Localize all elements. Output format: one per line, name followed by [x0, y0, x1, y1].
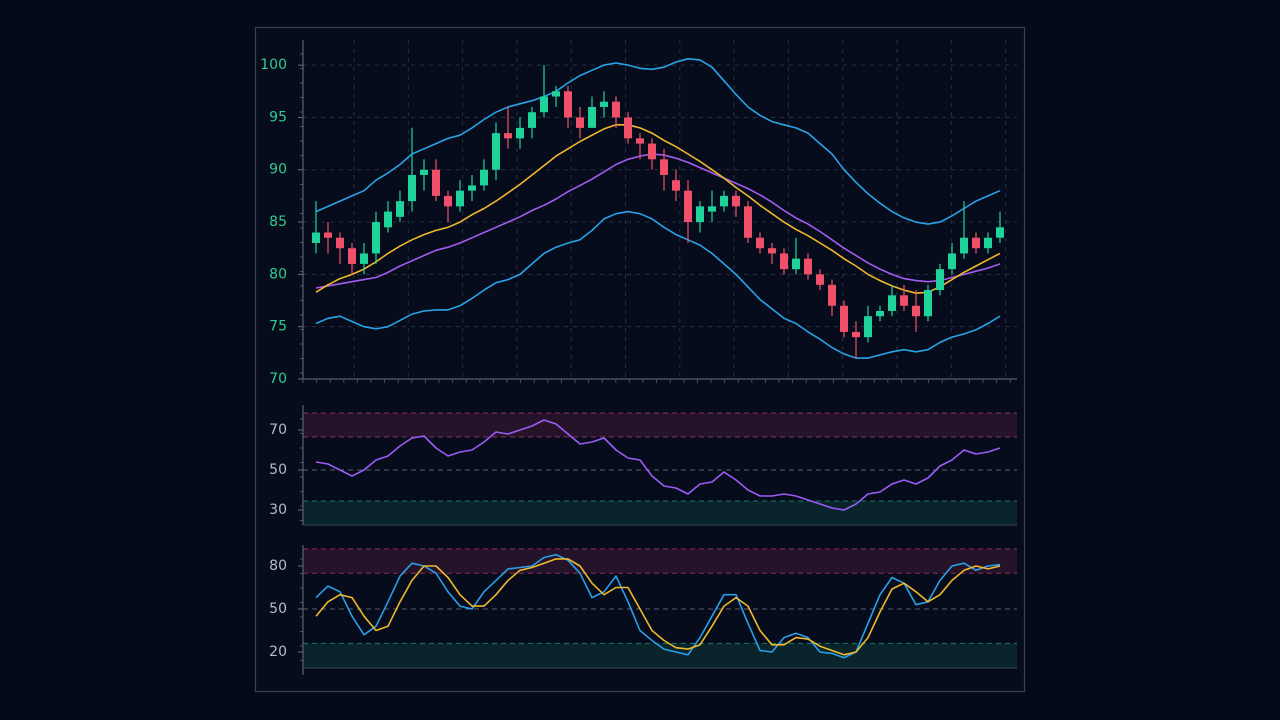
candle-body: [888, 295, 896, 311]
candle-body: [420, 169, 428, 175]
candle-body: [804, 258, 812, 275]
candle-body: [900, 295, 908, 306]
y-tick-label: 100: [260, 57, 287, 73]
y-tick-label: 80: [269, 558, 287, 574]
candle-body: [768, 248, 776, 254]
candle-body: [924, 290, 932, 317]
candle-body: [660, 159, 668, 175]
candle-body: [996, 227, 1004, 238]
candle-body: [624, 117, 632, 139]
candle-body: [852, 331, 860, 338]
y-tick-label: 90: [269, 162, 287, 178]
candle-body: [468, 185, 476, 191]
candle-body: [864, 316, 872, 338]
y-tick-label: 75: [269, 319, 287, 335]
candle-body: [540, 96, 548, 113]
y-tick-label: 30: [269, 502, 287, 518]
candle-body: [840, 305, 848, 332]
candle-body: [360, 253, 368, 264]
candle-body: [960, 237, 968, 254]
candle-body: [732, 195, 740, 207]
candle-body: [432, 169, 440, 196]
indicator-line: [315, 153, 1001, 289]
y-tick-label: 50: [269, 462, 287, 478]
zone: [303, 548, 1017, 574]
candle-body: [912, 305, 920, 317]
candle-body: [672, 180, 680, 191]
y-tick-label: 85: [269, 214, 287, 230]
candle-body: [876, 310, 884, 317]
candle-body: [564, 91, 572, 118]
candle-body: [828, 284, 836, 306]
candle-body: [696, 206, 704, 223]
candle-body: [720, 195, 728, 207]
candle-body: [780, 253, 788, 270]
candle-body: [516, 127, 524, 139]
candle-body: [324, 232, 332, 238]
candle-body: [348, 248, 356, 264]
indicator-line: [315, 558, 1001, 656]
y-tick-label: 70: [269, 371, 287, 387]
zone: [303, 501, 1017, 525]
candle-body: [372, 222, 380, 254]
candle-body: [648, 143, 656, 160]
candle-body: [444, 195, 452, 207]
candle-body: [816, 274, 824, 285]
y-tick-label: 20: [269, 644, 287, 660]
candle-body: [744, 206, 752, 238]
zone: [303, 413, 1017, 437]
candle-body: [684, 190, 692, 223]
candle-body: [336, 237, 344, 249]
indicator-line: [315, 58, 1001, 225]
candle-body: [972, 237, 980, 249]
candle-body: [552, 91, 560, 97]
candle-body: [492, 133, 500, 170]
candle-body: [504, 133, 512, 139]
candle-body: [480, 169, 488, 186]
y-tick-label: 95: [269, 109, 287, 125]
candle-body: [756, 237, 764, 249]
zone: [303, 643, 1017, 668]
indicator-line: [315, 553, 1001, 659]
candle-body: [528, 112, 536, 128]
candle-body: [576, 117, 584, 128]
indicator-line: [315, 124, 1001, 294]
candle-body: [936, 269, 944, 291]
candle-body: [708, 206, 716, 212]
y-tick-label: 80: [269, 266, 287, 282]
candle-body: [600, 101, 608, 107]
candle-body: [984, 237, 992, 249]
y-tick-label: 70: [269, 422, 287, 438]
candle-body: [384, 211, 392, 228]
candle-body: [312, 232, 320, 243]
indicator-line: [315, 419, 1001, 511]
y-tick-label: 50: [269, 601, 287, 617]
candle-body: [792, 258, 800, 270]
candle-body: [396, 201, 404, 217]
candle-body: [408, 174, 416, 202]
candle-body: [636, 138, 644, 144]
candle-body: [612, 101, 620, 118]
candle-body: [948, 253, 956, 270]
candle-body: [456, 190, 464, 207]
indicator-line: [315, 210, 1001, 359]
candle-body: [588, 106, 596, 128]
